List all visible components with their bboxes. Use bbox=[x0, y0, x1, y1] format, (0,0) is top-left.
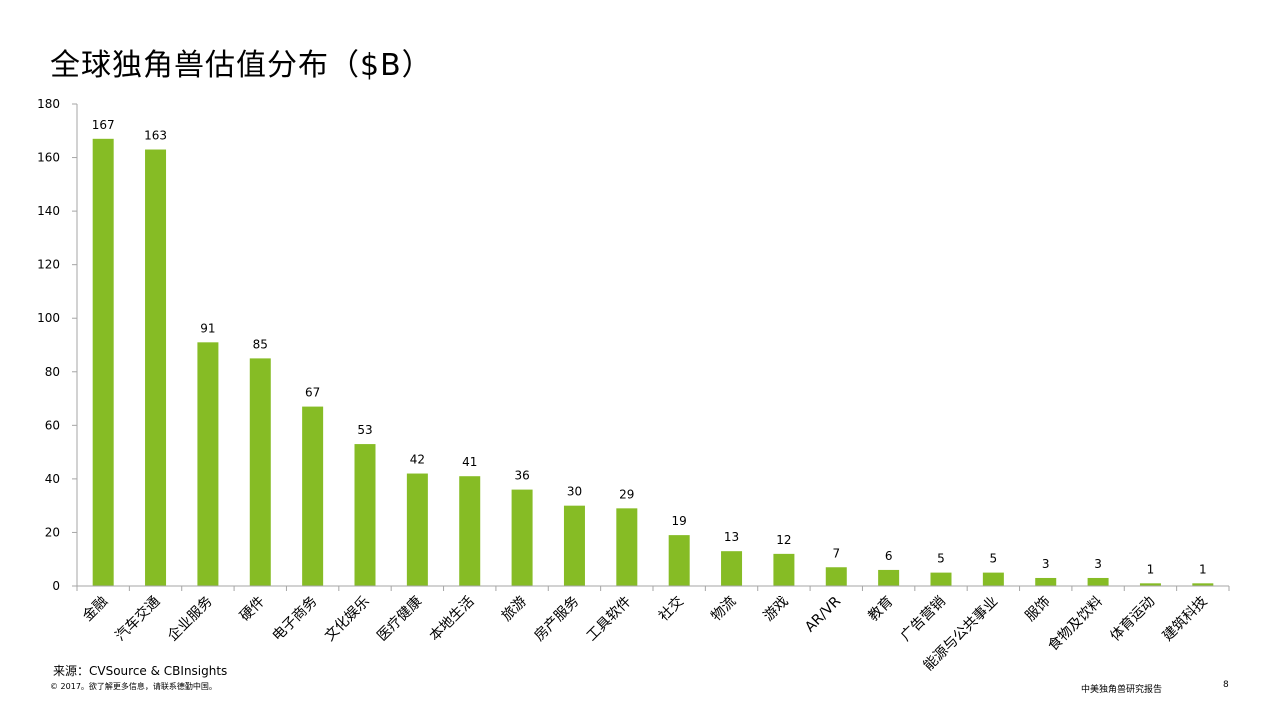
y-tick-label: 80 bbox=[45, 365, 60, 379]
category-label: 硬件 bbox=[237, 594, 268, 625]
x-axis: 金融 汽车交通 企业服务 硬件 电子商务 文化娱乐 医疗健康 本地生活 旅游 房产服务 工具软件 社交… bbox=[76, 585, 1230, 674]
bar bbox=[616, 508, 638, 586]
data-label: 1 bbox=[1199, 562, 1207, 576]
category-label: 服饰 bbox=[1022, 594, 1053, 625]
bar bbox=[354, 444, 376, 586]
source-note: 来源：CVSource & CBInsights bbox=[53, 664, 228, 678]
data-label: 67 bbox=[305, 386, 320, 400]
data-label: 53 bbox=[357, 423, 372, 437]
data-label: 167 bbox=[92, 118, 115, 132]
data-label: 6 bbox=[885, 549, 893, 563]
data-label: 5 bbox=[990, 552, 998, 566]
y-tick-label: 60 bbox=[45, 418, 60, 432]
category-label: 社交 bbox=[655, 593, 687, 625]
category-label: 旅游 bbox=[499, 594, 530, 625]
copyright-note: © 2017。欲了解更多信息，请联系德勤中国。 bbox=[50, 682, 217, 691]
category-label: 本地生活 bbox=[427, 594, 478, 645]
bar bbox=[982, 572, 1004, 586]
bar bbox=[878, 569, 900, 586]
bar bbox=[930, 572, 952, 586]
y-tick-label: 20 bbox=[45, 525, 60, 539]
bar bbox=[145, 149, 167, 586]
bar bbox=[563, 505, 585, 586]
data-label: 41 bbox=[462, 455, 477, 469]
category-label: 物流 bbox=[708, 594, 739, 625]
bar bbox=[511, 489, 533, 586]
bar bbox=[773, 553, 795, 586]
y-tick-label: 100 bbox=[37, 311, 60, 325]
bar bbox=[406, 473, 428, 586]
data-label: 30 bbox=[567, 485, 582, 499]
bar bbox=[1035, 577, 1057, 586]
y-tick-label: 140 bbox=[37, 204, 60, 218]
bar bbox=[1139, 583, 1161, 586]
data-label: 19 bbox=[672, 514, 687, 528]
category-label: 广告营销 bbox=[898, 594, 949, 645]
category-label: 文化娱乐 bbox=[322, 594, 373, 645]
category-label: 医疗健康 bbox=[374, 593, 426, 645]
data-label: 163 bbox=[144, 129, 167, 143]
y-axis: 0 20 40 60 80 100 120 140 160 180 bbox=[37, 97, 78, 593]
data-label: 36 bbox=[514, 469, 529, 483]
bar bbox=[721, 551, 743, 586]
category-label: 工具软件 bbox=[584, 594, 635, 645]
y-tick-label: 120 bbox=[37, 258, 60, 272]
report-name: 中美独角兽研究报告 bbox=[1081, 685, 1163, 695]
bar bbox=[825, 567, 847, 586]
category-label: 教育 bbox=[865, 594, 896, 625]
bars bbox=[92, 138, 1214, 587]
data-label: 13 bbox=[724, 530, 739, 544]
chart-title: 全球独角兽估值分布（$B） bbox=[50, 48, 433, 83]
bar bbox=[302, 406, 324, 586]
data-label: 5 bbox=[937, 552, 945, 566]
y-tick-label: 40 bbox=[45, 472, 60, 486]
category-label: 食物及饮料 bbox=[1044, 593, 1106, 655]
data-label: 42 bbox=[410, 453, 425, 467]
bar bbox=[459, 476, 481, 586]
bar bbox=[668, 535, 690, 586]
y-tick-label: 160 bbox=[37, 151, 60, 165]
data-label: 1 bbox=[1147, 562, 1155, 576]
category-label: AR/VR bbox=[802, 593, 844, 635]
data-label: 85 bbox=[253, 337, 268, 351]
y-tick-label: 180 bbox=[37, 97, 60, 111]
data-label: 3 bbox=[1094, 557, 1102, 571]
category-label: 游戏 bbox=[761, 594, 792, 625]
category-label: 房产服务 bbox=[531, 594, 582, 645]
data-label: 91 bbox=[200, 321, 215, 335]
bar bbox=[249, 358, 271, 586]
category-label: 电子商务 bbox=[270, 594, 321, 645]
page-number: 8 bbox=[1223, 680, 1229, 690]
category-label: 金融 bbox=[80, 594, 111, 625]
category-label: 建筑科技 bbox=[1160, 594, 1211, 645]
data-label: 29 bbox=[619, 487, 634, 501]
bar bbox=[1192, 583, 1214, 586]
data-label: 7 bbox=[832, 546, 840, 560]
y-tick-label: 0 bbox=[52, 579, 60, 593]
bar bbox=[92, 138, 114, 587]
category-label: 汽车交通 bbox=[112, 593, 164, 645]
data-label: 3 bbox=[1042, 557, 1050, 571]
category-label: 体育运动 bbox=[1107, 594, 1158, 645]
bar bbox=[197, 342, 219, 586]
category-label: 企业服务 bbox=[164, 593, 216, 645]
bar bbox=[1087, 577, 1109, 586]
data-label: 12 bbox=[776, 533, 791, 547]
